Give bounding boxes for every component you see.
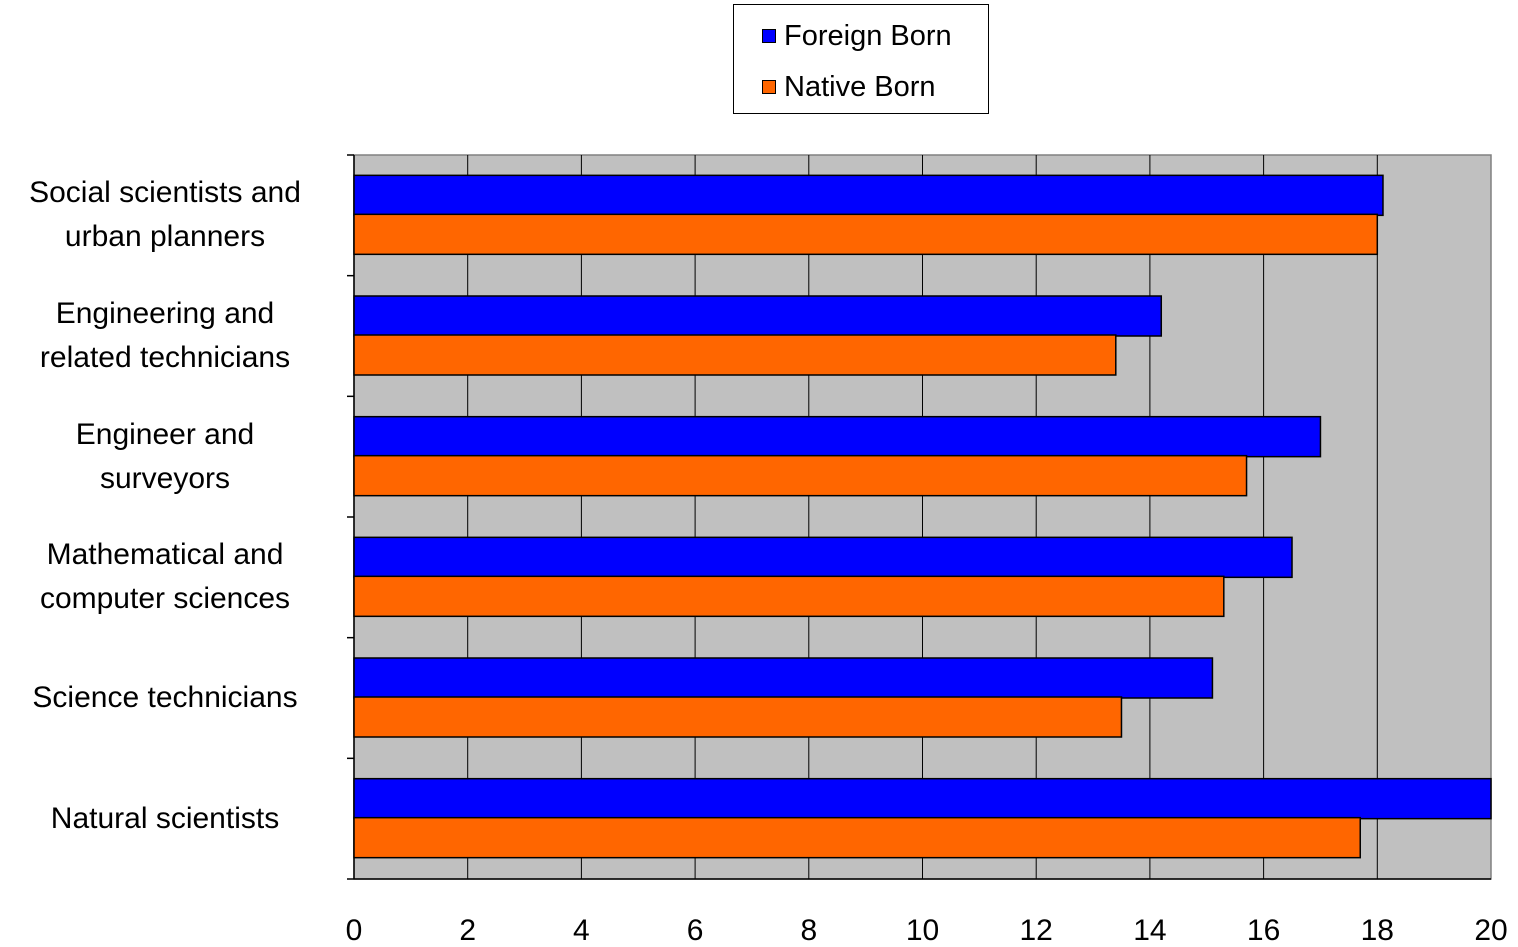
- bar-native-born: [353, 213, 1379, 256]
- x-tick-label: 0: [346, 914, 363, 947]
- legend-item-native-born: Native Born: [762, 70, 936, 103]
- bar-native-born: [353, 696, 1123, 738]
- bar-foreign-born: [353, 657, 1214, 699]
- legend-swatch-native-born: [762, 80, 776, 94]
- category-label: Social scientists and urban planners: [0, 171, 330, 259]
- x-tick-label: 6: [687, 914, 704, 947]
- x-tick-label: 4: [573, 914, 590, 947]
- category-label: Science technicians: [0, 676, 330, 720]
- category-label-line: Engineering and: [55, 297, 275, 330]
- category-label: Mathematical and computer sciences: [0, 533, 330, 621]
- category-label-line: Natural scientists: [50, 801, 280, 835]
- bar-native-born: [353, 816, 1361, 859]
- category-label: Engineering and related technicians: [0, 292, 330, 380]
- category-label-line: Mathematical and: [46, 538, 284, 572]
- category-label-line: urban planners: [64, 220, 266, 254]
- category-label: Natural scientists: [0, 797, 330, 841]
- bar-native-born: [353, 454, 1248, 497]
- bar-foreign-born: [353, 777, 1492, 820]
- legend-swatch-foreign-born: [762, 29, 776, 43]
- x-tick-label: 12: [1020, 914, 1053, 947]
- x-tick-label: 18: [1361, 914, 1394, 947]
- category-label-line: computer sciences: [39, 582, 291, 616]
- bar-foreign-born: [353, 415, 1322, 458]
- legend-label-foreign-born: Foreign Born: [784, 19, 952, 52]
- category-label-line: surveyors: [99, 461, 231, 495]
- x-tick-label: 8: [800, 914, 817, 947]
- category-label-line: Engineer and: [75, 417, 255, 451]
- bar-native-born: [353, 334, 1117, 376]
- category-label-line: Science technicians: [32, 681, 298, 714]
- legend-item-foreign-born: Foreign Born: [762, 19, 952, 52]
- bar-foreign-born: [353, 536, 1293, 579]
- category-label-line: related technicians: [39, 341, 291, 374]
- x-tick-label: 2: [459, 914, 476, 947]
- legend-label-native-born: Native Born: [784, 70, 936, 103]
- category-label-line: Social scientists and: [29, 176, 301, 210]
- x-tick-label: 10: [906, 914, 939, 947]
- category-label: Engineer and surveyors: [0, 413, 330, 501]
- bar-foreign-born: [353, 295, 1163, 337]
- x-tick-label: 14: [1133, 914, 1166, 947]
- legend: Foreign Born Native Born: [733, 4, 989, 114]
- bar-foreign-born: [353, 174, 1384, 217]
- bar-native-born: [353, 575, 1225, 618]
- x-tick-label: 20: [1474, 914, 1507, 947]
- x-tick-label: 16: [1247, 914, 1280, 947]
